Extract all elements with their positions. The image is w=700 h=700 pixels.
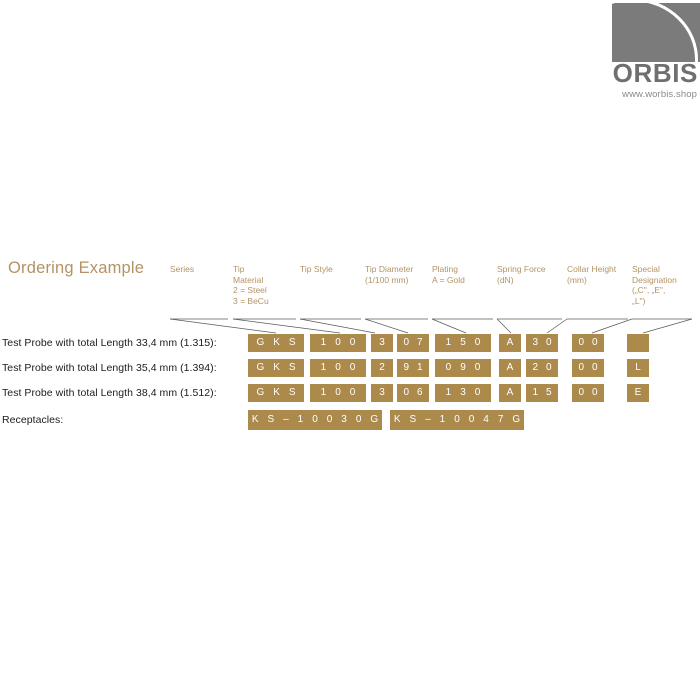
table-cell-tip-material: 1 0 0 bbox=[310, 334, 366, 352]
column-header-collar-height: Collar Height (mm) bbox=[567, 264, 617, 285]
receptacle-code-2: K S – 1 0 0 4 7 G bbox=[390, 410, 524, 430]
column-header-tip-material: Tip Material 2 = Steel 3 = BeCu bbox=[233, 264, 269, 306]
column-header-spring-force: Spring Force (dN) bbox=[497, 264, 546, 285]
table-cell-series: G K S bbox=[248, 359, 304, 377]
table-cell-plating: A bbox=[499, 334, 521, 352]
logo-url: www.worbis.shop bbox=[622, 89, 697, 100]
column-header-series: Series bbox=[170, 264, 195, 274]
logo-square bbox=[612, 0, 700, 62]
row-label-receptacles: Receptacles: bbox=[2, 414, 64, 426]
orbis-logo: ORBIS www.worbis.shop bbox=[600, 0, 700, 104]
receptacle-code-1: K S – 1 0 0 3 0 G bbox=[248, 410, 382, 430]
table-cell-plating-code: 1 5 0 bbox=[435, 334, 491, 352]
table-cell-plating: A bbox=[499, 384, 521, 402]
table-cell-spring-force: 1 5 bbox=[526, 384, 558, 402]
row-label-probe-38: Test Probe with total Length 38,4 mm (1.… bbox=[2, 387, 217, 399]
table-cell-plating-code: 1 3 0 bbox=[435, 384, 491, 402]
table-cell-plating: A bbox=[499, 359, 521, 377]
row-label-probe-35: Test Probe with total Length 35,4 mm (1.… bbox=[2, 362, 217, 374]
table-cell-series: G K S bbox=[248, 334, 304, 352]
page-title: Ordering Example bbox=[8, 259, 145, 277]
table-cell-special: E bbox=[627, 384, 649, 402]
table-cell-tip-diameter: 0 6 bbox=[397, 384, 429, 402]
table-cell-plating-code: 0 9 0 bbox=[435, 359, 491, 377]
table-cell-collar-height: 0 0 bbox=[572, 384, 604, 402]
table-cell-tip-style: 3 bbox=[371, 384, 393, 402]
orbis-arc-logo-icon bbox=[612, 0, 700, 62]
logo-wordmark: ORBIS bbox=[612, 58, 698, 88]
column-header-tip-diameter: Tip Diameter (1/100 mm) bbox=[365, 264, 414, 285]
table-cell-tip-material: 1 0 0 bbox=[310, 359, 366, 377]
table-cell-collar-height: 0 0 bbox=[572, 334, 604, 352]
table-cell-tip-style: 2 bbox=[371, 359, 393, 377]
row-label-probe-33: Test Probe with total Length 33,4 mm (1.… bbox=[2, 337, 217, 349]
column-header-plating: Plating A = Gold bbox=[432, 264, 465, 285]
table-cell-tip-style: 3 bbox=[371, 334, 393, 352]
table-cell-tip-diameter: 9 1 bbox=[397, 359, 429, 377]
table-cell-series: G K S bbox=[248, 384, 304, 402]
column-header-special-designation: Special Designation („C", „E", „L") bbox=[632, 264, 677, 306]
table-cell-special bbox=[627, 334, 649, 352]
column-header-tip-style: Tip Style bbox=[300, 264, 333, 274]
table-cell-tip-material: 1 0 0 bbox=[310, 384, 366, 402]
logo-top-rule bbox=[612, 0, 700, 3]
table-cell-special: L bbox=[627, 359, 649, 377]
table-cell-tip-diameter: 0 7 bbox=[397, 334, 429, 352]
table-cell-spring-force: 3 0 bbox=[526, 334, 558, 352]
table-cell-spring-force: 2 0 bbox=[526, 359, 558, 377]
table-cell-collar-height: 0 0 bbox=[572, 359, 604, 377]
